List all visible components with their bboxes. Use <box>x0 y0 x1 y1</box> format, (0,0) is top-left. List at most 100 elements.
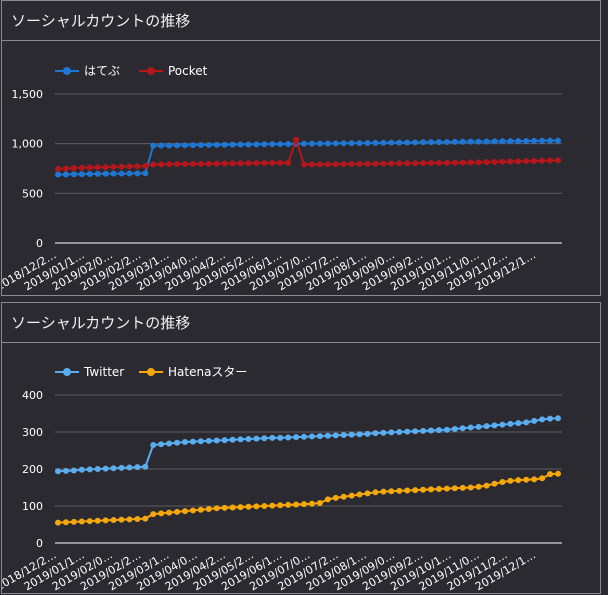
legend-swatch-point <box>63 67 71 75</box>
chart-panel-twitter-hatena: ソーシャルカウントの推移 0 100 200 300 400 2018/12/2… 2019… <box>1 302 601 594</box>
data-point <box>285 501 292 508</box>
data-point <box>499 138 506 145</box>
data-point <box>396 487 403 494</box>
data-point <box>515 420 522 427</box>
data-point <box>150 161 157 168</box>
data-point <box>245 503 252 510</box>
data-point <box>356 431 363 438</box>
data-point <box>269 502 276 509</box>
data-point <box>435 159 442 166</box>
data-point <box>515 158 522 165</box>
data-point <box>78 171 85 178</box>
y-tick-label: 1,500 <box>12 88 44 101</box>
data-point <box>70 467 77 474</box>
data-point <box>443 426 450 433</box>
data-point <box>142 170 149 177</box>
data-point <box>523 137 530 144</box>
data-point <box>150 511 157 518</box>
data-point <box>348 492 355 499</box>
data-point <box>459 138 466 145</box>
data-point <box>205 505 212 512</box>
data-point <box>110 170 117 177</box>
panel-title: ソーシャルカウントの推移 <box>2 1 600 41</box>
data-point <box>197 142 204 149</box>
data-point <box>110 163 117 170</box>
data-point <box>62 171 69 178</box>
data-point <box>316 140 323 147</box>
data-point <box>396 429 403 435</box>
data-point <box>340 140 347 147</box>
data-point <box>55 171 61 178</box>
data-point <box>412 487 419 494</box>
data-point <box>547 157 554 164</box>
data-point <box>332 161 339 168</box>
data-point <box>237 141 244 148</box>
data-point <box>277 434 284 441</box>
data-point <box>467 484 474 491</box>
data-point <box>285 159 292 166</box>
series-line <box>57 472 559 524</box>
data-point <box>134 163 141 170</box>
data-point <box>443 159 450 166</box>
y-tick-label: 0 <box>36 237 43 250</box>
data-point <box>324 161 331 168</box>
data-point <box>420 427 427 434</box>
data-point <box>459 484 466 491</box>
data-point <box>499 478 506 485</box>
data-point <box>158 161 165 168</box>
data-point <box>428 160 435 167</box>
data-point <box>499 158 506 165</box>
series-line <box>57 136 559 170</box>
data-point <box>102 465 109 472</box>
data-point <box>78 164 85 171</box>
legend-label: Pocket <box>168 64 208 78</box>
data-point <box>189 507 196 514</box>
data-point <box>547 471 554 478</box>
data-point <box>62 165 69 172</box>
data-point <box>285 140 292 147</box>
data-point <box>134 464 141 471</box>
data-point <box>181 161 188 168</box>
data-point <box>412 139 419 146</box>
data-point <box>110 465 117 472</box>
data-point <box>523 158 530 165</box>
data-point <box>261 503 268 509</box>
data-point <box>158 441 165 448</box>
data-point <box>388 429 395 436</box>
data-point <box>523 476 530 483</box>
data-point <box>539 137 546 144</box>
data-point <box>197 438 204 445</box>
y-tick-label: 100 <box>22 500 43 513</box>
data-point <box>324 432 331 439</box>
data-point <box>285 434 292 441</box>
data-point <box>102 517 109 524</box>
data-point <box>221 141 228 148</box>
data-point <box>126 170 133 177</box>
data-point <box>515 138 522 145</box>
data-point <box>86 164 93 171</box>
data-point <box>94 466 101 472</box>
data-point <box>86 170 93 177</box>
data-point <box>78 518 85 525</box>
data-point <box>324 496 331 503</box>
data-point <box>253 160 260 167</box>
line-chart-hatebu-pocket: 05001,0001,5002018/12/2…2019/01/1…2019/0… <box>2 64 562 293</box>
y-tick-label: 300 <box>22 426 43 439</box>
data-point <box>364 490 371 497</box>
legend-swatch-point <box>63 368 71 376</box>
data-point <box>174 508 181 515</box>
data-point <box>435 427 442 434</box>
data-point <box>94 170 101 177</box>
data-point <box>86 518 93 525</box>
data-point <box>404 428 411 435</box>
data-point <box>150 441 157 448</box>
data-point <box>332 432 339 439</box>
data-point <box>364 139 371 146</box>
data-point <box>491 138 498 145</box>
data-point <box>197 160 204 167</box>
data-point <box>483 159 490 166</box>
data-point <box>380 429 387 436</box>
data-point <box>404 139 411 146</box>
data-point <box>293 434 300 441</box>
data-point <box>261 435 268 442</box>
